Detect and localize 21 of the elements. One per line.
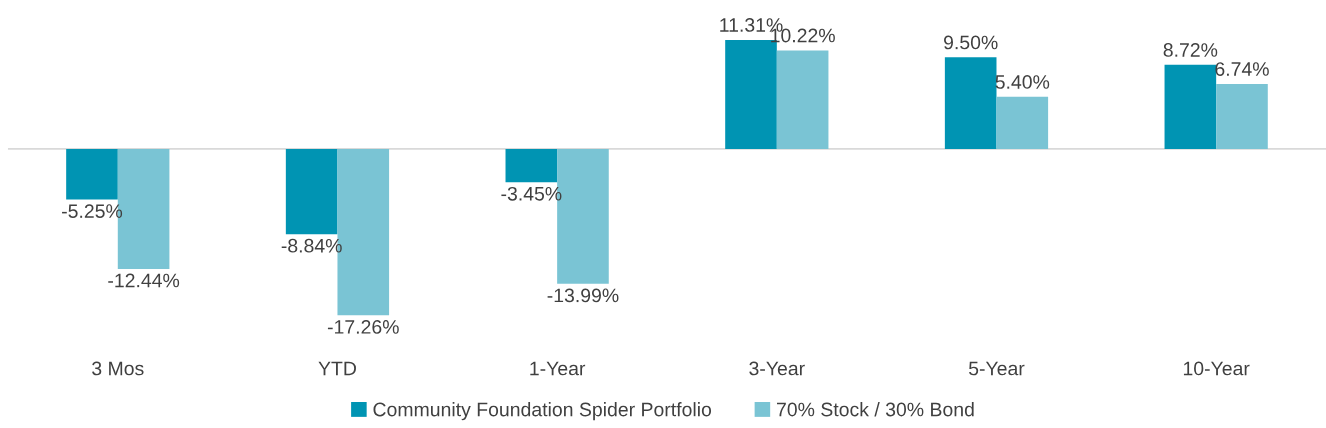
bar bbox=[996, 96, 1049, 149]
data-label: 8.72% bbox=[1163, 43, 1218, 57]
bar bbox=[944, 57, 997, 149]
x-tick-label: 5-Year bbox=[968, 361, 1025, 376]
data-label: -17.26% bbox=[327, 320, 399, 334]
x-tick-label: YTD bbox=[318, 361, 356, 376]
bar bbox=[776, 50, 829, 149]
bar bbox=[66, 148, 118, 200]
bar bbox=[1164, 64, 1217, 149]
x-tick-label: 3 Mos bbox=[92, 361, 144, 376]
x-tick-label: 3-Year bbox=[749, 361, 805, 376]
bar bbox=[505, 148, 558, 183]
data-label: 9.50% bbox=[944, 35, 998, 50]
data-label: -12.44% bbox=[108, 273, 180, 288]
bar bbox=[285, 148, 338, 235]
data-label: -13.99% bbox=[547, 288, 619, 303]
x-tick-label: 10-Year bbox=[1183, 361, 1250, 376]
legend-label: 70% Stock / 30% Bond bbox=[777, 402, 974, 417]
x-tick-label: 1-Year bbox=[530, 361, 586, 376]
legend-label: Community Foundation Spider Portfolio bbox=[373, 402, 712, 421]
bar bbox=[1216, 83, 1268, 149]
